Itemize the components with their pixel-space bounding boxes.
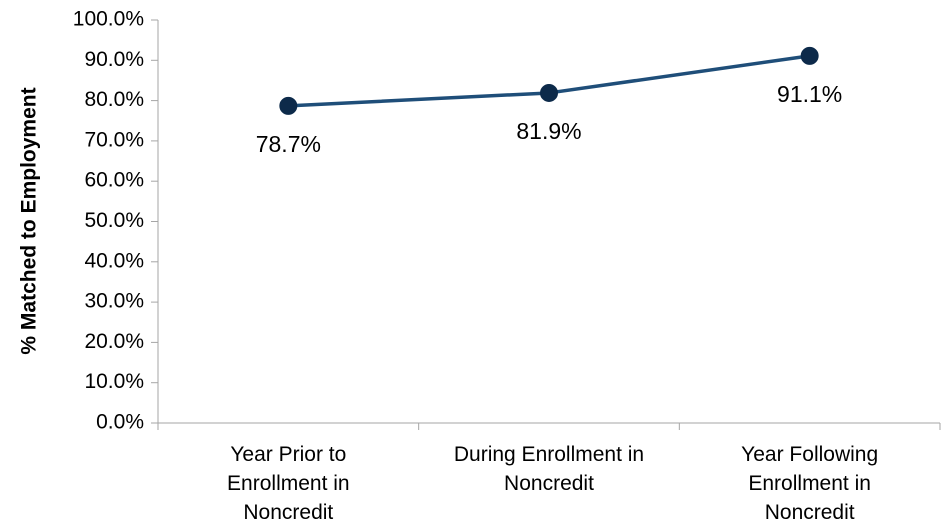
x-category-label-line: Enrollment in <box>227 472 350 495</box>
y-tick-label: 90.0% <box>84 48 144 71</box>
x-category-label: During Enrollment in Noncredit <box>454 443 644 495</box>
data-point <box>279 96 298 115</box>
y-tick-label: 30.0% <box>84 290 144 313</box>
series-group: 78.7% 81.9% 91.1% <box>256 46 842 157</box>
y-tick-label: 10.0% <box>84 370 144 393</box>
x-axis: Year Prior to Enrollment in NoncreditDurin… <box>157 422 941 524</box>
y-tick-label: 0.0% <box>96 411 144 434</box>
data-label: 91.1% <box>777 81 842 107</box>
x-category-label-line: Year Following <box>741 443 878 466</box>
x-category-label-line: Noncredit <box>504 472 594 495</box>
y-axis-title: % Matched to Employment <box>18 87 41 354</box>
x-category-label: Year Following Enrollment in Noncredit <box>741 443 878 524</box>
x-category-label: Year Prior to Enrollment in Noncredit <box>227 443 350 524</box>
x-category-label-line: Year Prior to <box>230 443 346 466</box>
y-tick-label: 40.0% <box>84 249 144 272</box>
y-tick-label: 80.0% <box>84 88 144 111</box>
data-label: 81.9% <box>516 118 581 144</box>
x-category-label-line: Noncredit <box>765 501 855 524</box>
y-tick-label: 70.0% <box>84 128 144 151</box>
x-category-label-line: Noncredit <box>243 501 333 524</box>
x-category-label-line: Enrollment in <box>748 472 871 495</box>
y-tick-label: 50.0% <box>84 209 144 232</box>
y-tick-label: 60.0% <box>84 169 144 192</box>
y-axis: 0.0% 10.0% 20.0% 30.0% 40.0% 50.0% 60.0% 70.0% 8… <box>73 8 159 434</box>
y-tick-label: 100.0% <box>73 8 144 31</box>
y-tick-label: 20.0% <box>84 330 144 353</box>
data-label: 78.7% <box>256 131 321 157</box>
x-category-label-line: During Enrollment in <box>454 443 644 466</box>
data-point <box>540 83 558 102</box>
data-point <box>800 46 819 65</box>
